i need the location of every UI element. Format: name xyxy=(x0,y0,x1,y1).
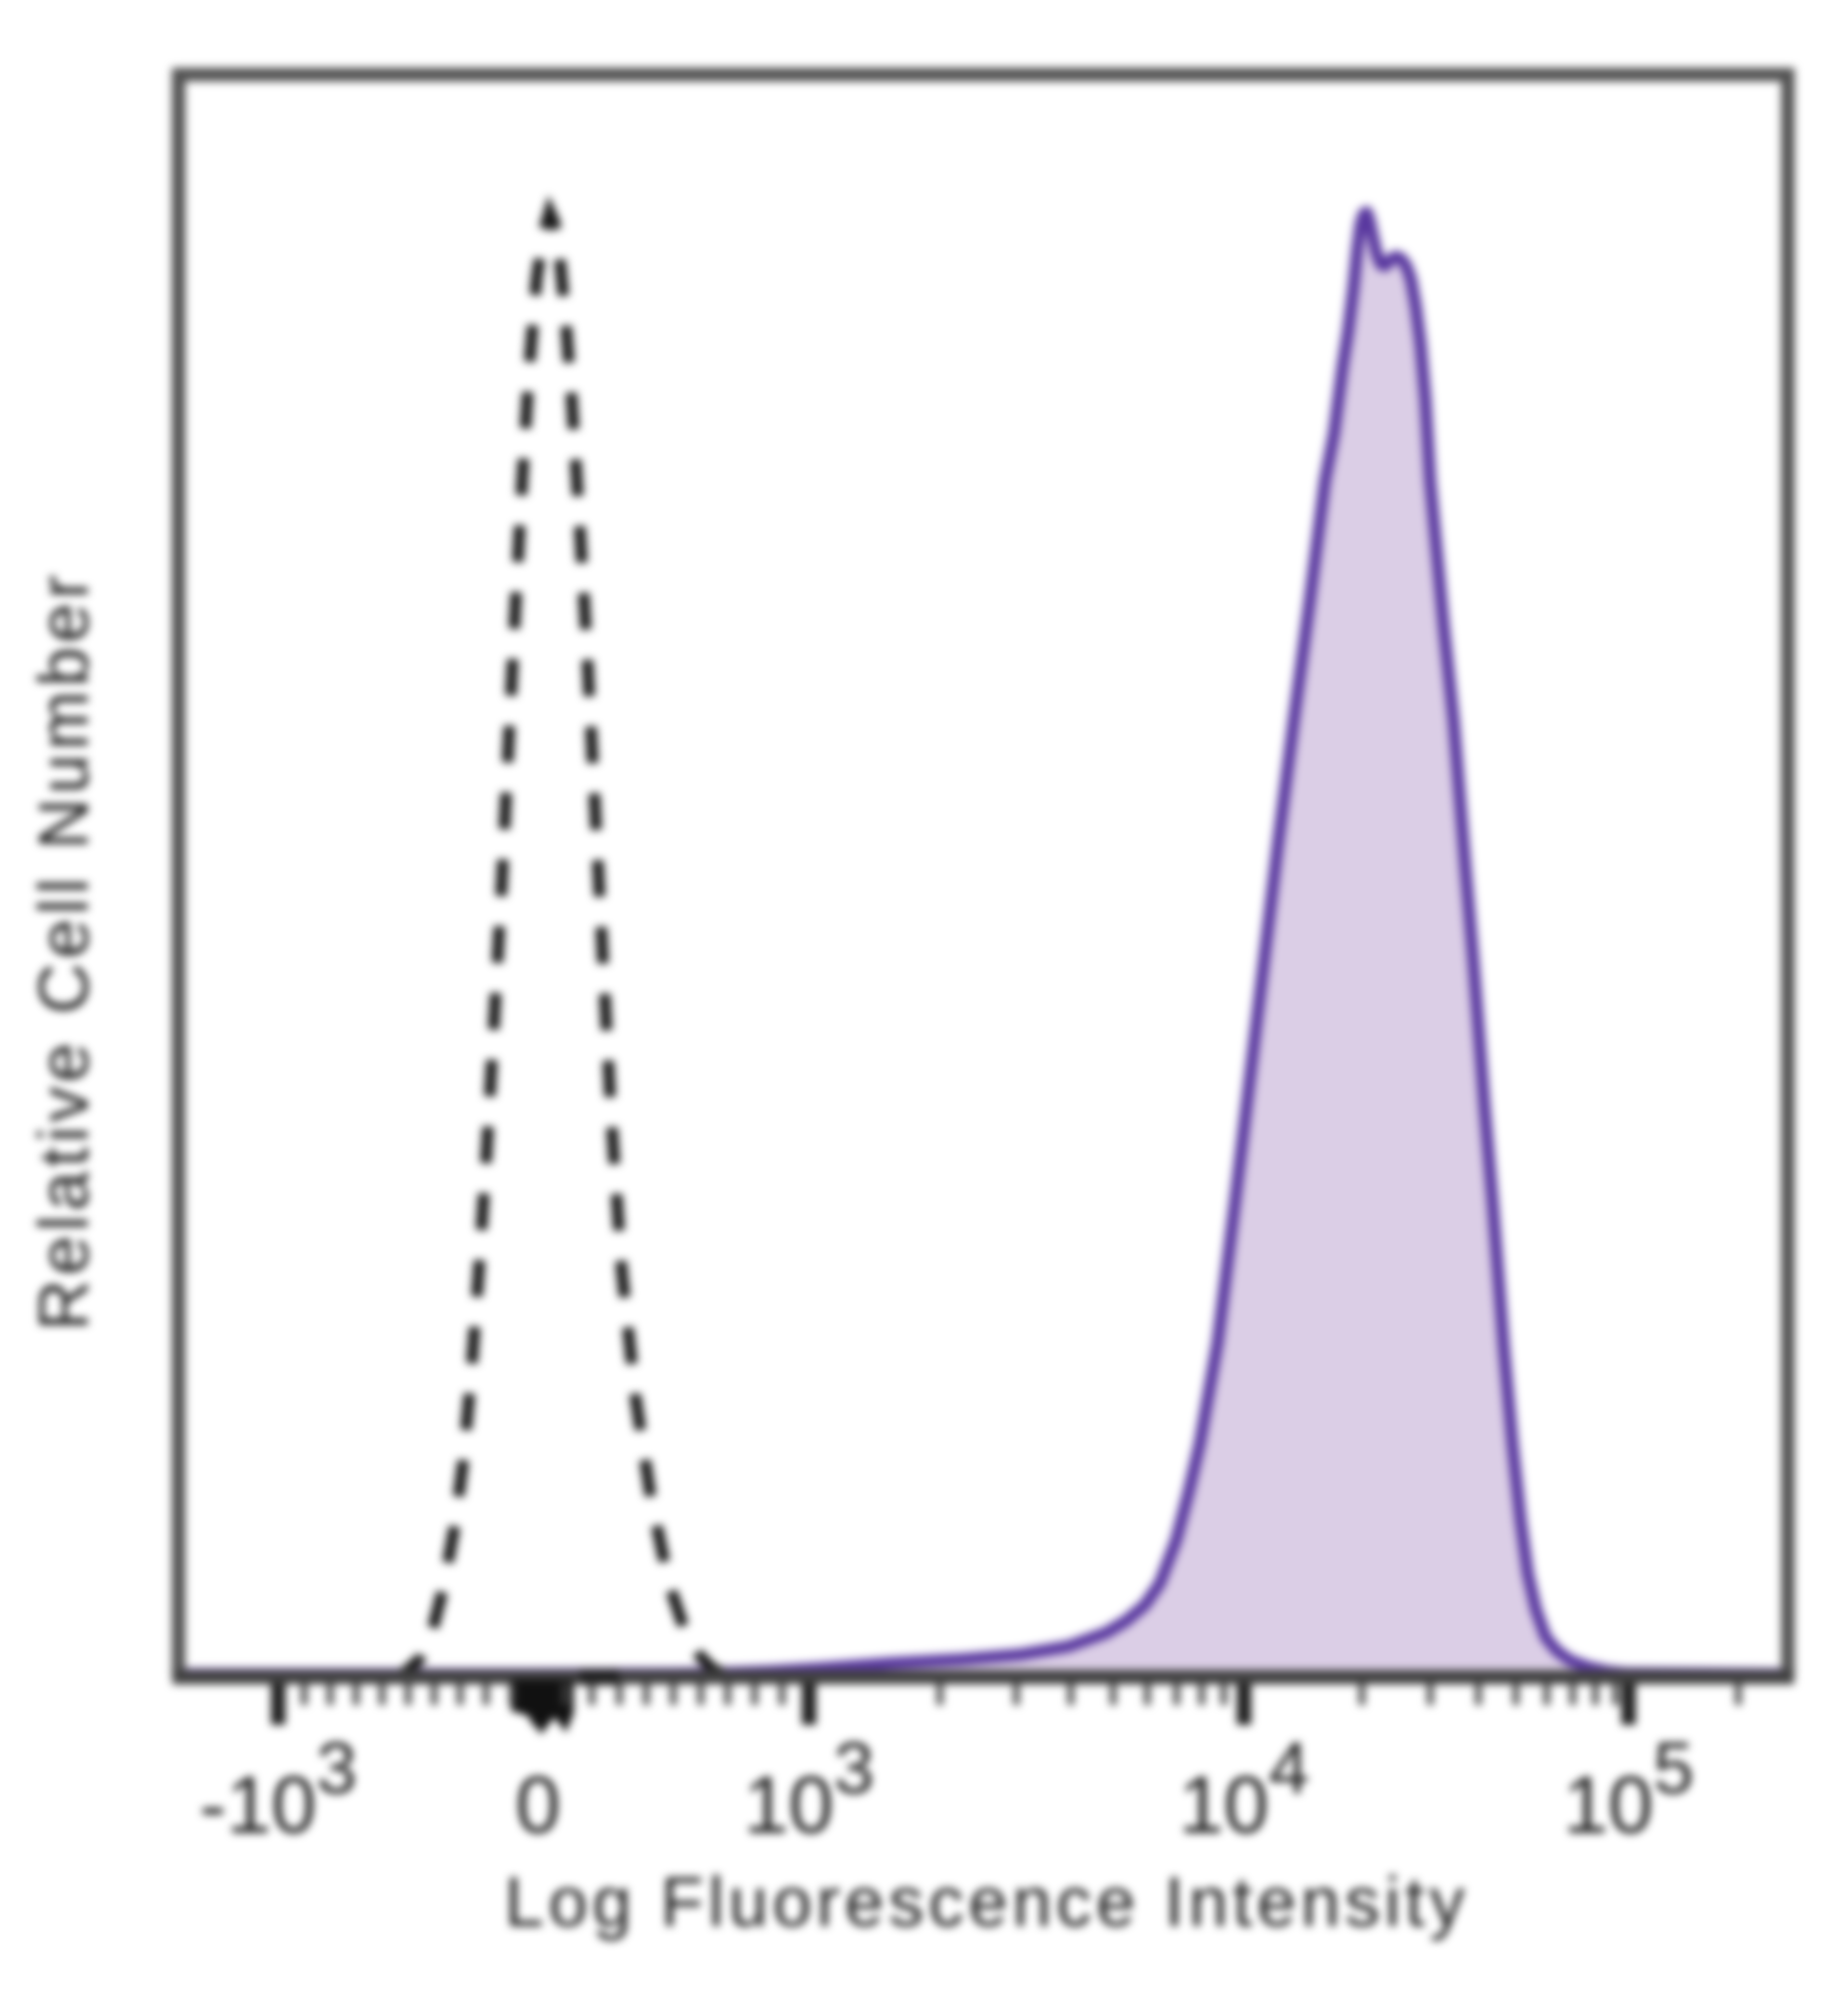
svg-text:Log Fluorescence Intensity: Log Fluorescence Intensity xyxy=(505,1862,1470,1941)
svg-text:0: 0 xyxy=(515,1759,560,1850)
svg-text:Relative Cell Number: Relative Cell Number xyxy=(24,570,103,1330)
svg-text:105: 105 xyxy=(1563,1727,1694,1850)
svg-text:-103: -103 xyxy=(199,1727,357,1850)
svg-text:104: 104 xyxy=(1179,1727,1309,1850)
svg-text:103: 103 xyxy=(744,1727,874,1850)
